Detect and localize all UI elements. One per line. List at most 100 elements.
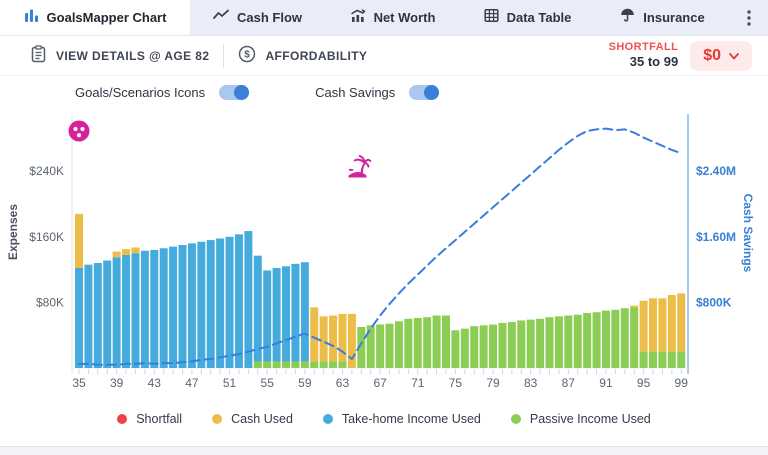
- bar-age-39[interactable]: [112, 257, 121, 368]
- bar-age-52[interactable]: [234, 234, 243, 368]
- bar-age-82[interactable]: [517, 320, 526, 368]
- bar-age-41[interactable]: [131, 253, 140, 368]
- bar-age-84[interactable]: [536, 318, 545, 368]
- bar-age-50[interactable]: [216, 238, 225, 368]
- bar-age-74[interactable]: [441, 315, 450, 368]
- bar-age-72[interactable]: [423, 317, 432, 368]
- bar-age-59[interactable]: [300, 262, 309, 362]
- bar-age-97[interactable]: [658, 298, 667, 352]
- tab-net-worth[interactable]: Net Worth: [325, 0, 460, 35]
- tab-insurance[interactable]: Insurance: [595, 0, 730, 35]
- bar-age-45[interactable]: [169, 246, 178, 368]
- bar-age-60[interactable]: [310, 307, 319, 362]
- bar-age-78[interactable]: [479, 325, 488, 368]
- bar-age-51[interactable]: [225, 236, 234, 368]
- bar-age-40[interactable]: [122, 249, 131, 255]
- bar-age-68[interactable]: [385, 323, 394, 368]
- bar-age-41[interactable]: [131, 247, 140, 254]
- bar-age-54[interactable]: [253, 361, 262, 368]
- tab-data-table[interactable]: Data Table: [460, 0, 595, 35]
- bar-age-98[interactable]: [667, 351, 676, 368]
- bar-age-92[interactable]: [611, 309, 620, 368]
- bar-age-57[interactable]: [282, 361, 291, 368]
- bar-age-46[interactable]: [178, 245, 187, 368]
- bar-age-37[interactable]: [93, 263, 102, 368]
- bar-age-67[interactable]: [376, 324, 385, 368]
- bar-age-44[interactable]: [159, 248, 168, 368]
- bar-age-83[interactable]: [526, 319, 535, 368]
- legend-item[interactable]: Take-home Income Used: [322, 412, 481, 426]
- beach-retirement-goal-icon[interactable]: [348, 154, 372, 178]
- bar-age-60[interactable]: [310, 361, 319, 368]
- bar-age-65[interactable]: [357, 327, 366, 368]
- bar-age-56[interactable]: [272, 361, 281, 368]
- tab-cash-flow[interactable]: Cash Flow: [190, 0, 325, 35]
- bar-age-36[interactable]: [84, 264, 93, 368]
- bar-age-89[interactable]: [583, 313, 592, 368]
- bar-age-75[interactable]: [451, 330, 460, 368]
- bar-age-55[interactable]: [263, 361, 272, 368]
- bar-age-90[interactable]: [592, 312, 601, 368]
- bar-age-94[interactable]: [630, 305, 639, 308]
- kebab-menu-icon[interactable]: [730, 0, 768, 35]
- bar-age-64[interactable]: [347, 313, 356, 368]
- shortfall-amount-dropdown[interactable]: $0: [690, 40, 752, 71]
- bar-age-94[interactable]: [630, 307, 639, 368]
- bar-age-43[interactable]: [150, 249, 159, 368]
- bar-age-48[interactable]: [197, 241, 206, 368]
- view-details-button[interactable]: VIEW DETAILS @ AGE 82: [16, 45, 223, 66]
- tab-goalsmapper-chart[interactable]: GoalsMapper Chart: [0, 0, 190, 35]
- bar-age-98[interactable]: [667, 295, 676, 352]
- bar-age-86[interactable]: [554, 316, 563, 368]
- bar-age-49[interactable]: [206, 240, 215, 368]
- affordability-button[interactable]: $ AFFORDABILITY: [224, 45, 381, 66]
- bar-age-58[interactable]: [291, 361, 300, 368]
- bar-age-73[interactable]: [432, 315, 441, 368]
- bar-age-88[interactable]: [573, 314, 582, 368]
- bar-age-80[interactable]: [498, 322, 507, 368]
- chart-plot-svg[interactable]: 35 39 43 47 51 55 59 63 67 71 75 79 83 87 91 95 99 $80K $1…: [0, 108, 768, 400]
- bar-age-70[interactable]: [404, 318, 413, 368]
- bar-age-42[interactable]: [140, 250, 149, 368]
- bar-age-96[interactable]: [649, 298, 658, 352]
- bar-age-53[interactable]: [244, 231, 253, 368]
- bar-age-85[interactable]: [545, 317, 554, 368]
- legend-item[interactable]: Passive Income Used: [510, 412, 651, 426]
- bar-age-57[interactable]: [282, 266, 291, 362]
- cash-savings-toggle[interactable]: [409, 85, 440, 100]
- bar-age-58[interactable]: [291, 263, 300, 362]
- bar-age-66[interactable]: [366, 325, 375, 368]
- bar-age-69[interactable]: [394, 321, 403, 368]
- bar-age-76[interactable]: [460, 328, 469, 368]
- bar-age-95[interactable]: [639, 351, 648, 368]
- bar-age-35[interactable]: [75, 267, 83, 368]
- bar-age-96[interactable]: [649, 351, 658, 368]
- bar-age-81[interactable]: [507, 322, 516, 368]
- bar-age-99[interactable]: [677, 293, 686, 352]
- bar-age-38[interactable]: [103, 260, 112, 368]
- cash-savings-line[interactable]: [78, 127, 683, 366]
- bar-age-97[interactable]: [658, 351, 667, 368]
- bar-age-93[interactable]: [620, 308, 629, 368]
- bar-age-61[interactable]: [319, 361, 328, 368]
- bar-age-47[interactable]: [187, 243, 196, 368]
- bar-age-62[interactable]: [329, 315, 338, 362]
- bar-age-62[interactable]: [329, 361, 338, 368]
- bar-age-56[interactable]: [272, 267, 281, 362]
- goals-icons-toggle[interactable]: [219, 85, 250, 100]
- bar-age-63[interactable]: [338, 361, 347, 368]
- bar-age-35[interactable]: [75, 213, 83, 268]
- bar-age-77[interactable]: [470, 326, 479, 368]
- legend-item[interactable]: Cash Used: [212, 412, 293, 426]
- bar-age-99[interactable]: [677, 351, 686, 368]
- bar-age-54[interactable]: [253, 255, 262, 362]
- bar-age-87[interactable]: [564, 315, 573, 368]
- bar-age-40[interactable]: [122, 254, 131, 368]
- ball-goal-icon[interactable]: [68, 120, 90, 142]
- bar-age-79[interactable]: [489, 324, 498, 368]
- bar-age-61[interactable]: [319, 316, 328, 362]
- bar-age-59[interactable]: [300, 361, 309, 368]
- bar-age-91[interactable]: [601, 310, 610, 368]
- bar-age-95[interactable]: [639, 300, 648, 352]
- bar-age-39[interactable]: [112, 251, 121, 258]
